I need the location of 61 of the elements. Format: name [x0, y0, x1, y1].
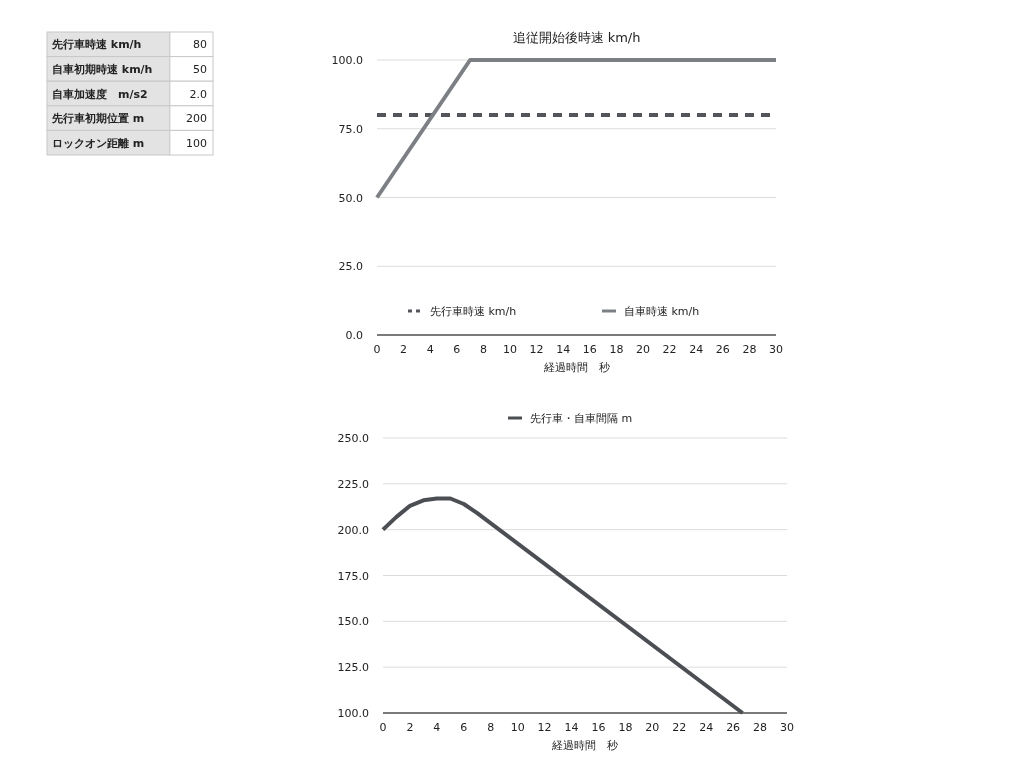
- x-tick-label: 2: [400, 343, 408, 356]
- x-tick-label: 20: [645, 721, 660, 734]
- category-label: 自車加速度 m/s2: [52, 87, 148, 101]
- y-tick-label: 175.0: [337, 569, 369, 583]
- category-label: 先行車時速 km/h: [51, 38, 142, 52]
- x-tick-label: 24: [689, 343, 704, 356]
- legend-label: 先行車時速 km/h: [430, 305, 517, 318]
- x-tick-label: 30: [780, 721, 794, 734]
- x-tick-label: 14: [564, 721, 579, 734]
- x-tick-label: 18: [618, 721, 633, 734]
- x-tick-label: 20: [636, 343, 650, 356]
- y-tick-label: 150.0: [337, 615, 369, 629]
- x-tick-label: 18: [609, 343, 624, 356]
- x-tick-label: 10: [510, 721, 525, 734]
- y-tick-label: 0.0: [345, 329, 363, 342]
- x-tick-label: 26: [726, 721, 741, 734]
- x-tick-label: 26: [715, 343, 730, 356]
- x-axis-title: 経過時間 秒: [551, 739, 618, 752]
- x-tick-label: 16: [582, 343, 597, 356]
- x-tick-label: 24: [699, 721, 714, 734]
- x-tick-label: 16: [591, 721, 606, 734]
- legend-label: 自車時速 km/h: [624, 305, 700, 318]
- x-tick-label: 14: [556, 343, 571, 356]
- text: 50: [193, 62, 207, 76]
- x-tick-label: 8: [487, 721, 495, 734]
- x-tick-label: 0: [373, 343, 381, 356]
- category-label: 自車初期時速 km/h: [52, 62, 153, 76]
- x-tick-label: 12: [529, 343, 544, 356]
- y-tick-label: 250.0: [337, 432, 369, 445]
- x-axis-title: 経過時間 秒: [542, 361, 610, 374]
- x-tick-label: 28: [753, 721, 768, 734]
- text: 80: [193, 38, 207, 52]
- x-tick-label: 4: [433, 721, 441, 734]
- x-tick-label: 2: [406, 721, 414, 734]
- y-tick-label: 75.0: [338, 122, 363, 136]
- text: 100: [186, 136, 207, 150]
- y-tick-label: 25.0: [338, 260, 363, 274]
- x-tick-label: 8: [479, 343, 487, 356]
- y-tick-label: 125.0: [337, 661, 369, 675]
- category-label: 先行車初期位置 m: [51, 112, 145, 126]
- chart-title: 追従開始後時速 km/h: [512, 30, 641, 45]
- y-tick-label: 200.0: [337, 523, 369, 537]
- text: 200: [186, 112, 207, 126]
- y-tick-label: 225.0: [337, 477, 369, 491]
- x-tick-label: 30: [769, 343, 783, 356]
- x-tick-label: 12: [537, 721, 552, 734]
- x-tick-label: 28: [742, 343, 757, 356]
- x-tick-label: 6: [460, 721, 468, 734]
- y-tick-label: 50.0: [338, 191, 363, 205]
- x-tick-label: 10: [503, 343, 517, 356]
- y-tick-label: 100.0: [337, 707, 369, 720]
- text: 2.0: [189, 87, 207, 101]
- y-tick-label: 100.0: [331, 54, 363, 67]
- x-tick-label: 22: [672, 721, 687, 734]
- legend: 先行車・自車間隔 m: [508, 412, 633, 425]
- x-tick-label: 0: [379, 721, 387, 734]
- x-tick-label: 6: [453, 343, 461, 356]
- x-tick-label: 4: [426, 343, 434, 356]
- x-tick-label: 22: [662, 343, 677, 356]
- category-label: ロックオン距離 m: [52, 136, 145, 150]
- legend-label: 先行車・自車間隔 m: [530, 412, 633, 425]
